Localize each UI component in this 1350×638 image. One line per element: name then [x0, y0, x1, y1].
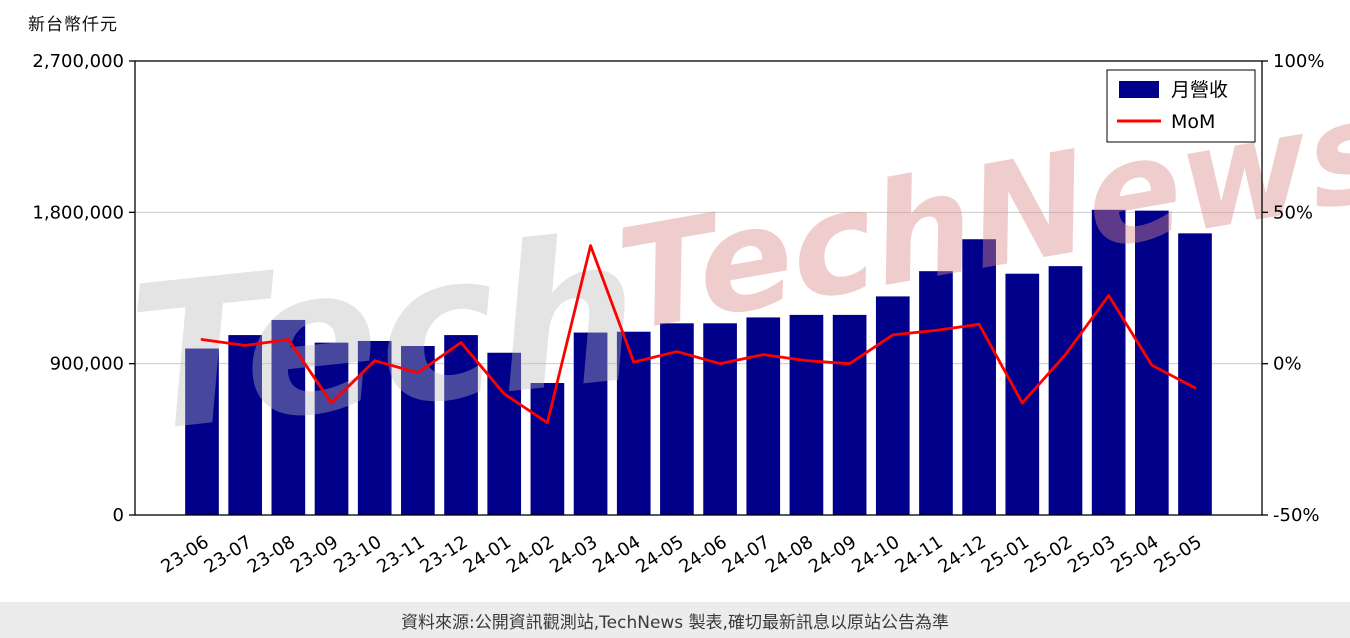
x-axis-tick-label: 24-09: [805, 532, 860, 578]
right-axis-tick-label: 100%: [1273, 51, 1324, 72]
left-axis-tick-label: 1,800,000: [32, 202, 124, 223]
revenue-bar-24-11: [919, 271, 953, 515]
revenue-bar-24-12: [962, 239, 996, 515]
revenue-bar-24-03: [573, 332, 608, 515]
x-axis-tick-label: 24-07: [719, 532, 774, 578]
x-axis-tick-label: 23-06: [157, 532, 212, 578]
x-axis-tick-label: 24-02: [503, 532, 558, 578]
revenue-bar-24-07: [746, 317, 781, 515]
revenue-bar-23-06: [185, 348, 219, 515]
revenue-bar-23-12: [444, 335, 478, 515]
x-axis-tick-label: 24-01: [460, 532, 515, 578]
revenue-bar-23-08: [271, 319, 306, 515]
revenue-bar-25-02: [1048, 266, 1083, 515]
revenue-bar-24-06: [703, 323, 737, 515]
revenue-bar-23-07: [228, 335, 263, 515]
right-axis-tick-label: -50%: [1273, 505, 1320, 526]
left-axis-tick-label: 0: [113, 505, 124, 526]
left-axis-tick-label: 900,000: [50, 354, 124, 375]
revenue-bar-25-03: [1091, 209, 1126, 516]
x-axis-tick-label: 24-05: [632, 532, 687, 578]
mom-line: [200, 244, 1197, 425]
x-axis-tick-label: 24-08: [762, 532, 817, 578]
revenue-bar-24-02: [530, 383, 565, 515]
revenue-bar-24-08: [789, 314, 824, 515]
x-axis-tick-label: 23-09: [287, 532, 342, 578]
x-axis-tick-label: 24-04: [589, 532, 644, 578]
right-axis-tick-label: 50%: [1273, 202, 1313, 223]
revenue-mom-chart: TechTechNews0900,0001,800,0002,700,000-5…: [32, 51, 1350, 578]
x-axis-tick-label: 23-10: [330, 532, 385, 578]
legend-bar-swatch: [1119, 81, 1159, 98]
watermark-tech-gray: Tech: [121, 193, 650, 478]
legend-line-label: MoM: [1171, 111, 1215, 133]
revenue-bar-23-09: [314, 342, 349, 515]
source-footer: 資料來源:公開資訊觀測站,TechNews 製表,確切最新訊息以原站公告為準: [0, 602, 1350, 638]
revenue-bar-23-11: [401, 346, 435, 515]
revenue-bar-25-01: [1005, 273, 1040, 515]
plot-frame: [134, 60, 1263, 516]
x-axis-tick-label: 23-12: [416, 532, 471, 578]
x-axis-tick-label: 24-06: [675, 532, 730, 578]
legend-bar-label: 月營收: [1171, 79, 1228, 101]
right-axis-tick-label: 0%: [1273, 354, 1302, 375]
x-axis-tick-label: 24-03: [546, 532, 601, 578]
x-axis-tick-label: 24-10: [848, 532, 903, 578]
x-axis-tick-label: 25-03: [1064, 532, 1119, 578]
left-axis-tick-label: 2,700,000: [32, 51, 124, 72]
x-axis-tick-label: 23-08: [244, 532, 299, 578]
x-axis-tick-label: 24-11: [891, 532, 946, 578]
x-axis-tick-label: 23-07: [201, 532, 256, 578]
source-footer-text: 資料來源:公開資訊觀測站,TechNews 製表,確切最新訊息以原站公告為準: [401, 612, 949, 633]
revenue-bar-25-05: [1178, 233, 1212, 515]
x-axis-tick-label: 24-12: [935, 532, 990, 578]
x-axis-tick-label: 25-01: [978, 532, 1033, 578]
x-axis-tick-label: 25-05: [1150, 532, 1205, 578]
x-axis-tick-label: 23-11: [373, 532, 428, 578]
y-axis-unit-label: 新台幣仟元: [28, 15, 118, 35]
revenue-bar-24-10: [875, 296, 910, 515]
x-axis-tick-label: 25-02: [1021, 532, 1076, 578]
revenue-bar-24-09: [832, 314, 867, 515]
x-axis-tick-label: 25-04: [1107, 532, 1162, 578]
